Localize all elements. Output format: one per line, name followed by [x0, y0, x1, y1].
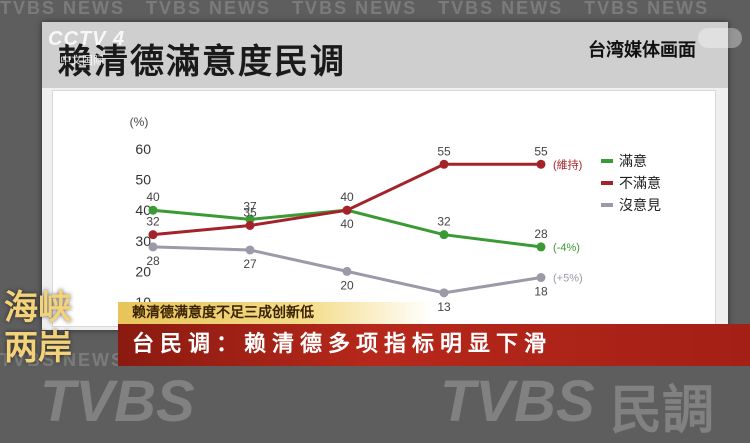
data-label: 55: [534, 144, 548, 158]
data-label: 32: [437, 215, 451, 229]
data-point: [342, 266, 352, 276]
data-label: 20: [340, 278, 354, 292]
data-label: 40: [340, 190, 354, 204]
watermark-text: TVBS NEWS: [146, 0, 272, 18]
data-label: 18: [534, 285, 548, 299]
y-axis: (%)605040302010: [130, 115, 152, 310]
headline-strap: 台民调：赖清德多项指标明显下滑: [118, 324, 750, 366]
data-point: [439, 230, 449, 240]
data-label: 40: [146, 190, 160, 204]
background-big-logo: TVBS: [440, 369, 595, 434]
subtitle-strap: 赖清德满意度不足三成创新低: [118, 302, 432, 324]
data-label: 35: [243, 206, 257, 220]
data-point: [245, 221, 255, 230]
data-label: 13: [437, 300, 451, 314]
program-name-line1: 海峡: [4, 288, 72, 328]
data-point: [342, 205, 352, 215]
legend-label: 不滿意: [619, 175, 661, 191]
y-unit-label: (%): [130, 115, 149, 129]
watermark-text: TVBS NEWS: [0, 0, 126, 18]
y-tick-label: 40: [135, 202, 151, 218]
data-point: [536, 273, 546, 283]
data-label: 37: [243, 199, 257, 213]
source-label: 台湾媒体画面: [588, 40, 696, 61]
data-point: [148, 242, 158, 252]
data-label: 27: [243, 257, 257, 271]
cctv-logo: CCTV 4: [48, 28, 126, 50]
data-label: 32: [146, 215, 160, 229]
chart-panel: 賴清德滿意度民调 台湾媒体画面 (%)605040302010 40374032…: [42, 22, 728, 330]
watermark-text: TVBS NEWS: [438, 0, 564, 18]
data-point: [536, 159, 546, 169]
legend-label: 沒意見: [619, 197, 661, 213]
background-big-logo: TVBS: [40, 369, 195, 434]
data-point: [536, 242, 546, 252]
data-label: 40: [340, 217, 354, 231]
legend-label: 滿意: [619, 153, 647, 169]
chart-title: 賴清德滿意度民调: [58, 42, 346, 82]
y-tick-label: 30: [135, 233, 151, 249]
series-end-note: (-4%): [553, 242, 580, 254]
watermark-band-top: TVBS NEWS TVBS NEWS TVBS NEWS TVBS NEWS …: [0, 0, 750, 19]
series-end-note: (維持): [553, 157, 582, 171]
series-end-note: (+5%): [553, 273, 583, 285]
y-tick-label: 60: [135, 141, 151, 157]
program-logo: 海峡 两岸: [4, 288, 116, 372]
y-tick-label: 20: [135, 263, 151, 279]
watermark-text: TVBS NEWS: [584, 0, 710, 18]
line-chart: (%)605040302010 4037403228(-4%)323540555…: [130, 115, 661, 314]
data-point: [439, 288, 449, 298]
data-point: [148, 230, 158, 240]
data-label: 28: [534, 227, 548, 241]
corner-logo: [698, 28, 742, 48]
plot-frame: (%)605040302010 4037403228(-4%)323540555…: [52, 90, 716, 327]
watermark-text: TVBS NEWS: [0, 350, 126, 370]
data-point: [245, 245, 255, 255]
data-point: [148, 205, 158, 215]
series-layer: 40 37 40 32 28 (-4%) 32 35 40 55 55 (維持) 28 27 20 13 18 (…: [146, 144, 582, 314]
watermark-text: TVBS NEWS: [292, 0, 418, 18]
y-tick-label: 50: [135, 172, 151, 188]
background-big-label: 民調: [610, 382, 715, 440]
channel-label: 中文国际: [60, 54, 104, 67]
data-label: 28: [146, 254, 160, 268]
title-bar: 賴清德滿意度民调 台湾媒体画面: [42, 22, 728, 88]
program-name-line2: 两岸: [4, 328, 72, 368]
data-point: [439, 159, 449, 169]
data-label: 55: [437, 144, 451, 158]
